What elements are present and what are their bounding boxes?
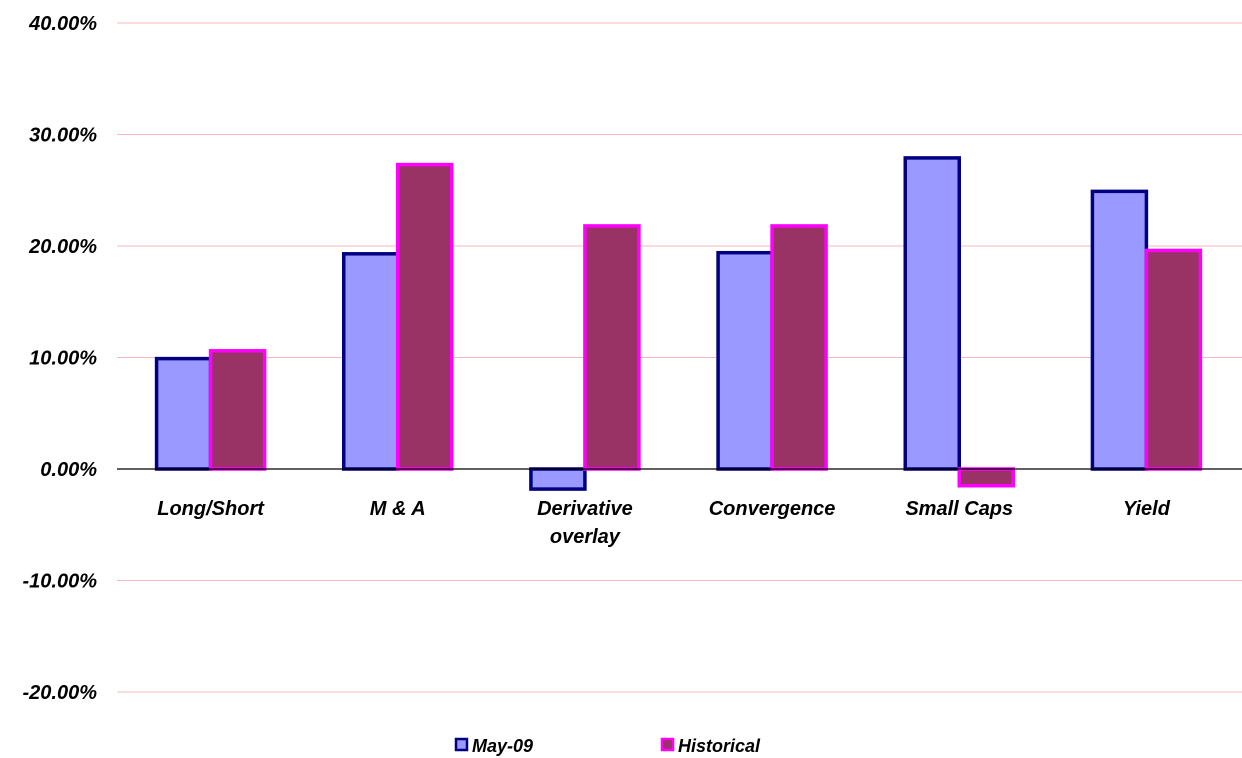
category-label: overlay: [550, 526, 621, 548]
y-tick-label: 30.00%: [29, 125, 97, 147]
y-tick-label: 0.00%: [40, 459, 97, 481]
legend-label: Historical: [678, 736, 761, 756]
legend-label: May-09: [472, 736, 533, 756]
bar-historical-3: [770, 224, 828, 471]
bar-may-09-4: [903, 156, 961, 471]
category-label: Derivative: [537, 498, 633, 520]
legend-swatch: [660, 737, 675, 752]
category-labels: Long/Short M & A Derivative overlay Converge…: [157, 498, 1170, 548]
bar-may-09-1: [342, 252, 400, 471]
bar-may-09-5: [1090, 189, 1149, 471]
bar-historical-2: [583, 224, 641, 471]
y-tick-label: 40.00%: [28, 13, 97, 35]
bar-historical-1: [396, 162, 454, 471]
y-tick-label: 10.00%: [29, 348, 97, 370]
category-label: Yield: [1123, 498, 1171, 520]
bar-historical-4: [957, 467, 1015, 488]
category-label: Long/Short: [157, 498, 265, 520]
bar-may-09-0: [154, 356, 213, 471]
category-label: Convergence: [709, 498, 836, 520]
bar-may-09-2: [529, 467, 587, 491]
gridlines: [117, 22, 1242, 693]
bar-may-09-3: [716, 250, 774, 471]
category-label: Small Caps: [905, 498, 1013, 520]
y-axis-tick-labels: 40.00% 30.00% 20.00% 10.00% 0.00% -10.00% -20.…: [23, 13, 98, 704]
y-tick-label: -20.00%: [23, 682, 98, 704]
y-tick-label: 20.00%: [28, 236, 97, 258]
legend-swatch: [454, 737, 469, 752]
y-tick-label: -10.00%: [23, 571, 98, 593]
bar-historical-5: [1144, 248, 1203, 471]
legend-item: Historical: [660, 736, 761, 756]
legend-item: May-09: [454, 736, 533, 756]
bar-historical-0: [208, 349, 267, 471]
category-label: M & A: [370, 498, 426, 520]
legend: May-09 Historical: [454, 736, 761, 756]
bars: [154, 156, 1203, 491]
